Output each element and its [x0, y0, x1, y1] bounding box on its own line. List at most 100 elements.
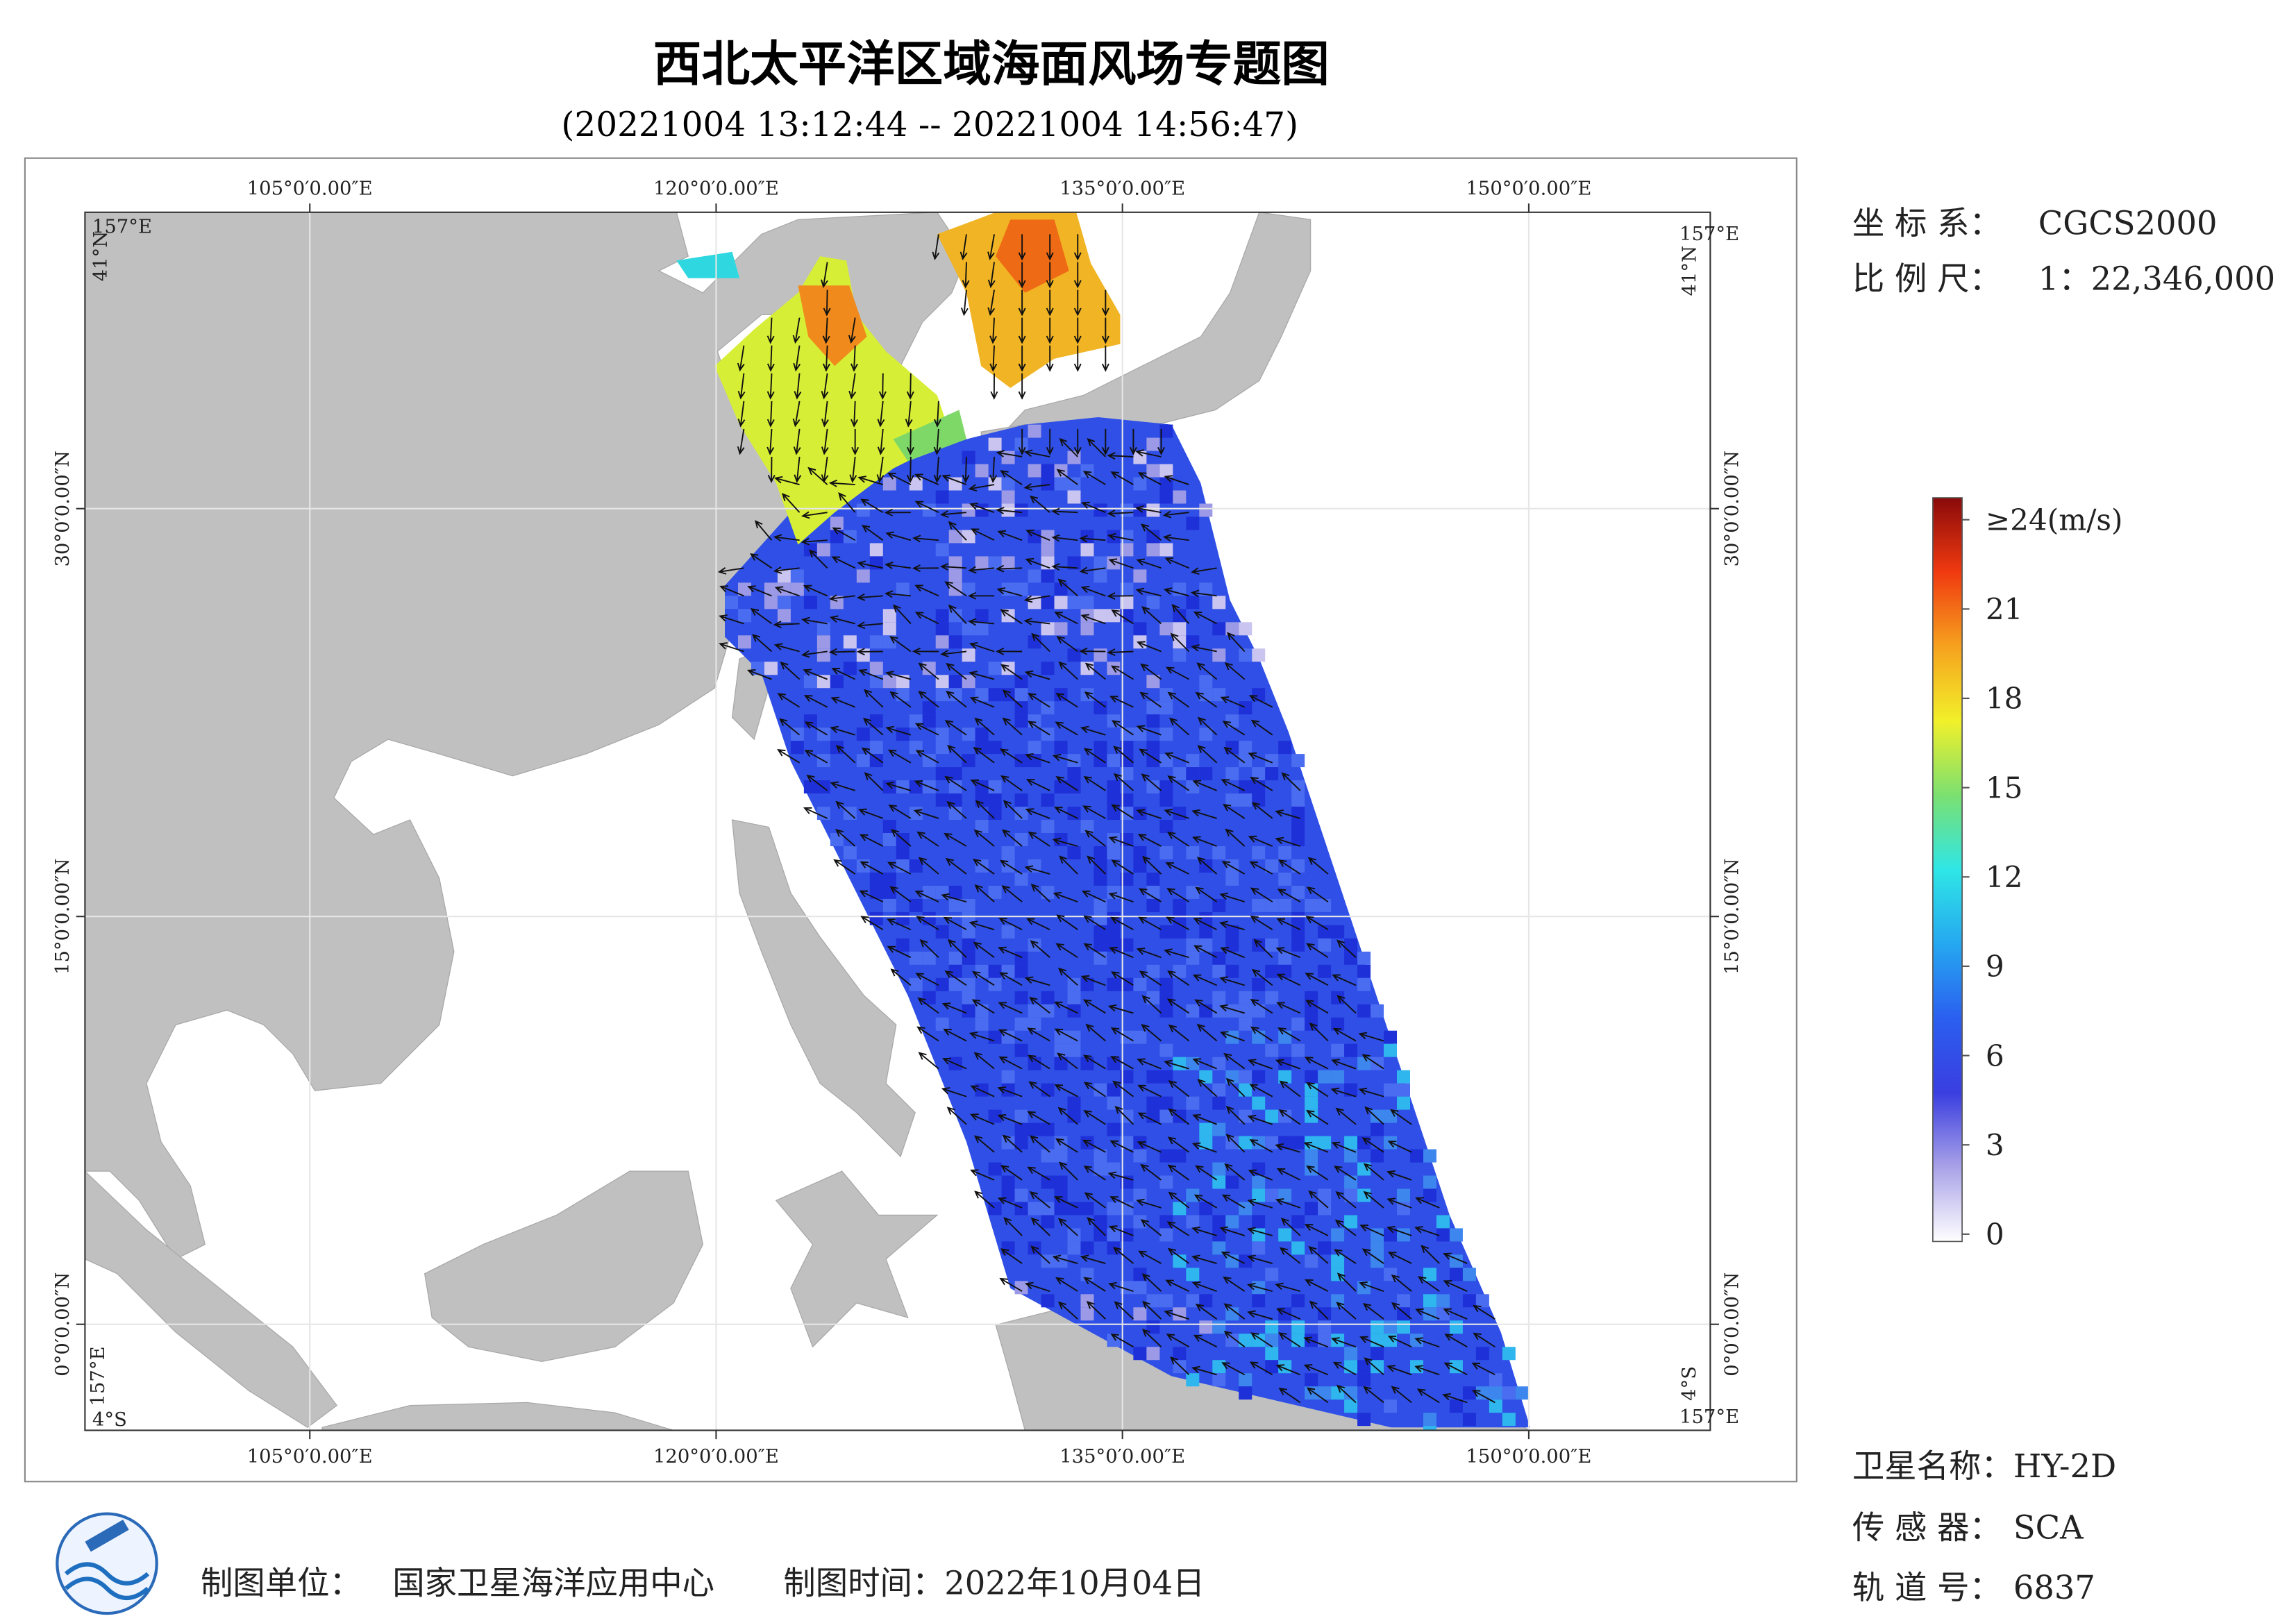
wind-arrow: [1361, 1137, 1384, 1153]
swath-cell: [1371, 1334, 1384, 1347]
swath-cell: [869, 754, 883, 768]
wind-arrow: [944, 970, 967, 986]
wind-arrow: [968, 591, 995, 600]
wind-arrow: [1025, 808, 1050, 819]
wind-arrow: [885, 782, 912, 791]
wind-arrow: [1137, 1141, 1162, 1153]
swath-cell: [1291, 820, 1305, 834]
swath-cell: [843, 846, 857, 859]
wind-arrow: [1084, 1192, 1106, 1209]
wind-arrow: [1018, 234, 1026, 261]
swath-cell: [988, 807, 1002, 821]
wind-arrow: [1110, 1027, 1134, 1042]
wind-arrow: [1164, 948, 1189, 959]
swath-cell: [856, 503, 870, 517]
swath-cell: [935, 925, 949, 939]
wind-arrow: [943, 1028, 967, 1042]
swath-cell: [1093, 846, 1107, 859]
footer-date: 制图时间：2022年10月04日: [783, 1565, 1205, 1602]
swath-cell: [1159, 1109, 1173, 1123]
wind-arrow: [1309, 1300, 1329, 1320]
wind-arrow: [806, 774, 828, 791]
wind-arrow: [1057, 1301, 1078, 1320]
swath-cell: [1159, 820, 1173, 834]
wind-arrow: [1018, 317, 1026, 344]
swath-cell: [1449, 1228, 1463, 1242]
corner-label: 157°E: [1679, 224, 1739, 245]
wind-arrow: [1136, 948, 1162, 959]
wind-arrow: [884, 590, 911, 598]
x-tick-label: 120°0′0.00″E: [653, 178, 779, 199]
wind-arrow: [1023, 595, 1050, 603]
logo: [56, 1512, 158, 1615]
swath-cell: [1107, 780, 1121, 794]
swath-cell: [1173, 1202, 1187, 1216]
swath-cell: [988, 477, 1002, 491]
wind-arrow: [914, 612, 939, 625]
wind-arrow: [830, 696, 856, 708]
swath-cell: [1305, 1373, 1318, 1387]
wind-arrow: [1171, 603, 1190, 625]
wind-arrow: [1141, 995, 1162, 1014]
wind-arrow: [1170, 1356, 1190, 1376]
swath-cell: [1041, 885, 1055, 899]
wind-arrow: [997, 1197, 1023, 1209]
wind-arrow: [912, 647, 939, 655]
swath-cell: [1133, 1030, 1147, 1044]
wind-arrow: [794, 456, 802, 483]
swath-cell: [1371, 1241, 1384, 1255]
swath-cell: [1318, 964, 1332, 978]
wind-arrow: [1391, 1274, 1412, 1292]
swath-cell: [962, 648, 975, 662]
wind-arrow: [1052, 753, 1078, 764]
swath-cell: [1291, 1215, 1305, 1229]
swath-cell: [962, 938, 975, 952]
wind-arrow: [1248, 752, 1273, 764]
swath-cell: [1423, 1188, 1436, 1202]
swath-cell: [896, 846, 910, 859]
swath-cell: [1041, 701, 1055, 715]
swath-cell: [909, 780, 923, 794]
wind-arrow: [860, 916, 884, 931]
swath-cell: [737, 609, 751, 623]
swath-cell: [1107, 1122, 1121, 1136]
swath-cell: [948, 569, 962, 583]
wind-arrow: [1046, 345, 1054, 372]
wind-arrow: [828, 479, 855, 487]
wind-arrow: [856, 648, 883, 656]
swath-cell: [1199, 1122, 1213, 1136]
wind-arrow: [1168, 1191, 1190, 1209]
swath-cell: [1265, 938, 1279, 952]
wind-arrow: [1443, 1308, 1468, 1320]
wind-arrow: [1138, 1250, 1162, 1264]
swath-cell: [1357, 977, 1371, 991]
swath-cell: [1278, 872, 1292, 886]
swath-cell: [1001, 964, 1015, 978]
swath-cell: [962, 728, 975, 741]
wind-arrow: [916, 1026, 939, 1042]
swath-cell: [1239, 1373, 1252, 1387]
wind-arrow: [1101, 345, 1109, 372]
swath-cell: [1199, 675, 1213, 689]
wind-arrow: [1028, 831, 1050, 847]
swath-cell: [909, 741, 923, 755]
info-value: CGCS2000: [2038, 204, 2218, 242]
wind-arrow: [940, 510, 967, 518]
wind-arrow: [1192, 836, 1217, 847]
wind-arrow: [1083, 1277, 1106, 1292]
wind-arrow: [719, 585, 744, 597]
wind-arrow: [1059, 437, 1078, 457]
wind-arrow: [1107, 532, 1134, 541]
swath-cell: [1001, 1175, 1015, 1189]
wind-arrow: [1086, 1300, 1106, 1320]
swath-cell: [1041, 1215, 1055, 1229]
wind-arrow: [1308, 1245, 1329, 1264]
wind-arrow: [887, 472, 912, 485]
swath-cell: [1252, 898, 1266, 912]
swath-cell: [935, 490, 949, 504]
wind-arrow: [1331, 1059, 1357, 1070]
swath-cell: [1041, 596, 1055, 609]
swath-cell: [1041, 1294, 1055, 1308]
wind-arrow: [829, 615, 855, 625]
wind-arrow: [889, 886, 912, 902]
